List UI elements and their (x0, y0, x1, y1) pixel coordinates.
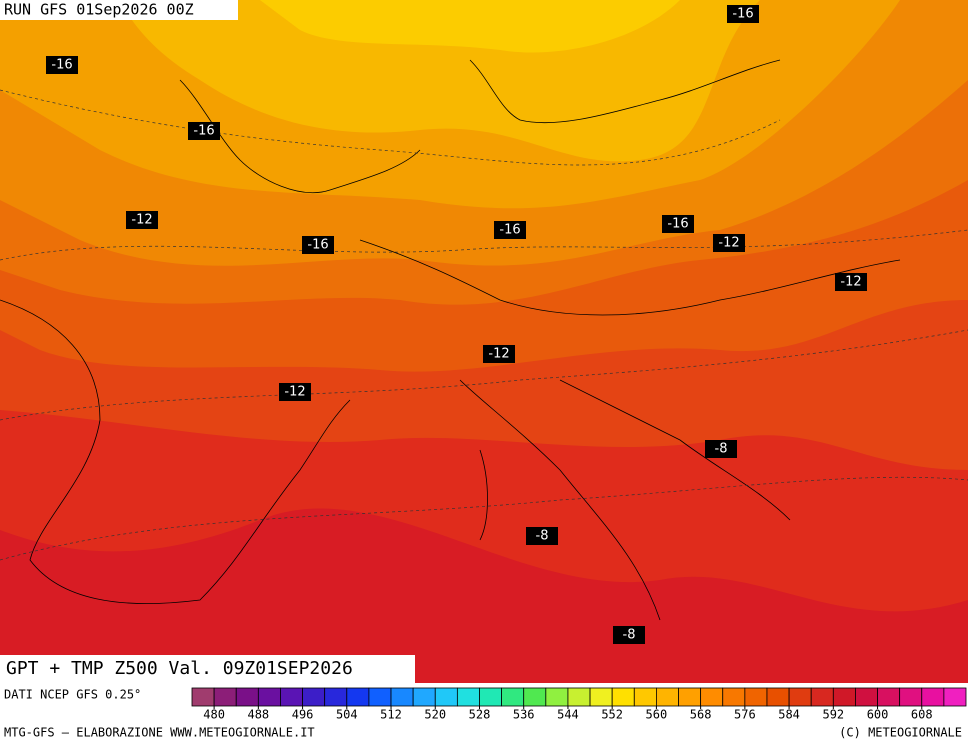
isotherm-box (662, 215, 694, 233)
colorbar-swatch (766, 687, 790, 707)
colorbar-swatch (434, 687, 458, 707)
map-title: GPT + TMP Z500 Val. 09Z01SEP2026 (6, 658, 353, 679)
isotherm-label: -8 (715, 442, 728, 457)
colorbar-tick-label: 568 (690, 708, 712, 722)
colorbar-swatch (678, 687, 702, 707)
isotherm-box (835, 273, 867, 291)
colorbar-tick-label: 536 (513, 708, 535, 722)
isotherm-box (126, 211, 158, 229)
colorbar: 480 488 496 504 512 520 528 536 544 552 560 568 576 5… (191, 687, 967, 722)
colorbar-swatch (235, 687, 259, 707)
title-box (0, 655, 415, 684)
colorbar-swatch (633, 687, 657, 707)
credit-left: MTG-GFS – ELABORAZIONE WWW.METEOGIORNALE… (4, 726, 315, 740)
isotherm-box (713, 234, 745, 252)
isotherm-label: -12 (718, 236, 739, 251)
colorbar-tick-label: 584 (778, 708, 800, 722)
isotherm-box (613, 626, 645, 644)
colorbar-swatch (611, 687, 635, 707)
colorbar-tick-label: 488 (247, 708, 269, 722)
coastlines (0, 59, 901, 621)
isotherm-box (494, 221, 526, 239)
colorbar-swatch (545, 687, 569, 707)
colorbar-swatch (744, 687, 768, 707)
colorbar-swatch (280, 687, 303, 707)
colorbar-tick-label: 600 (867, 708, 889, 722)
colorbar-swatch (456, 687, 480, 707)
isotherm-box (727, 5, 759, 23)
colorbar-swatch (877, 687, 901, 707)
isolines (0, 89, 968, 561)
isotherm-label: -16 (193, 124, 214, 139)
source-label: DATI NCEP GFS 0.25° (4, 688, 141, 702)
colorbar-tick-label: 576 (734, 708, 756, 722)
colorbar-swatch (810, 687, 834, 707)
colorbar-swatch (832, 687, 856, 707)
isotherm-box (46, 56, 78, 74)
run-box (0, 0, 238, 20)
colorbar-swatch (855, 687, 878, 707)
credit-right: (C) METEOGIORNALE (839, 726, 962, 740)
colorbar-swatch (302, 687, 326, 707)
colorbar-swatch (943, 687, 967, 707)
colorbar-tick-label: 528 (469, 708, 491, 722)
colorbar-swatch (257, 687, 281, 707)
colorbar-swatch (722, 687, 746, 707)
isotherm-label: -16 (732, 7, 753, 22)
colorbar-swatch (346, 687, 370, 707)
colorbar-swatch (589, 687, 613, 707)
isotherm-box (302, 236, 334, 254)
colorbar-swatch (788, 687, 812, 707)
isotherm-label: -16 (51, 58, 72, 73)
colorbar-swatch (324, 687, 348, 707)
isotherm-label: -16 (307, 238, 328, 253)
isotherm-label: -12 (131, 213, 152, 228)
isotherm-box (279, 383, 311, 401)
colorbar-swatch (523, 687, 547, 707)
colorbar-tick-label: 608 (911, 708, 933, 722)
colorbar-swatch (501, 687, 525, 707)
isotherm-box (705, 440, 737, 458)
colorbar-swatch (213, 687, 237, 707)
colorbar-tick-label: 520 (424, 708, 446, 722)
isotherm-label: -12 (488, 347, 509, 362)
isotherm-label: -8 (623, 628, 636, 643)
colorbar-swatch (390, 687, 414, 707)
colorbar-tick-label: 480 (203, 708, 225, 722)
temperature-bands (0, 0, 968, 683)
colorbar-tick-label: 496 (292, 708, 314, 722)
colorbar-tick-label: 544 (557, 708, 579, 722)
colorbar-swatch (656, 687, 679, 707)
colorbar-swatch (700, 687, 724, 707)
colorbar-tick-label: 592 (822, 708, 844, 722)
colorbar-swatch (368, 687, 392, 707)
colorbar-tick-label: 512 (380, 708, 402, 722)
colorbar-swatch (899, 687, 923, 707)
colorbar-swatch (921, 687, 945, 707)
isotherm-label: -8 (536, 529, 549, 544)
isotherm-box (483, 345, 515, 363)
isotherm-label: -16 (499, 223, 520, 238)
isotherm-label: -16 (667, 217, 688, 232)
colorbar-swatch (412, 687, 436, 707)
isotherm-box (526, 527, 558, 545)
isotherm-labels: -16 -16 -16 -12 -16 -16 -16 -12 -12 -12 -12 -8 -8 -8 (46, 5, 867, 644)
isotherm-box (188, 122, 220, 140)
colorbar-swatch (567, 687, 591, 707)
colorbar-tick-label: 552 (601, 708, 623, 722)
colorbar-tick-label: 504 (336, 708, 358, 722)
colorbar-tick-label: 560 (646, 708, 668, 722)
colorbar-swatch (191, 687, 215, 707)
isotherm-label: -12 (840, 275, 861, 290)
colorbar-swatch (479, 687, 503, 707)
isotherm-label: -12 (284, 385, 305, 400)
run-label: RUN GFS 01Sep2026 00Z (4, 1, 194, 19)
